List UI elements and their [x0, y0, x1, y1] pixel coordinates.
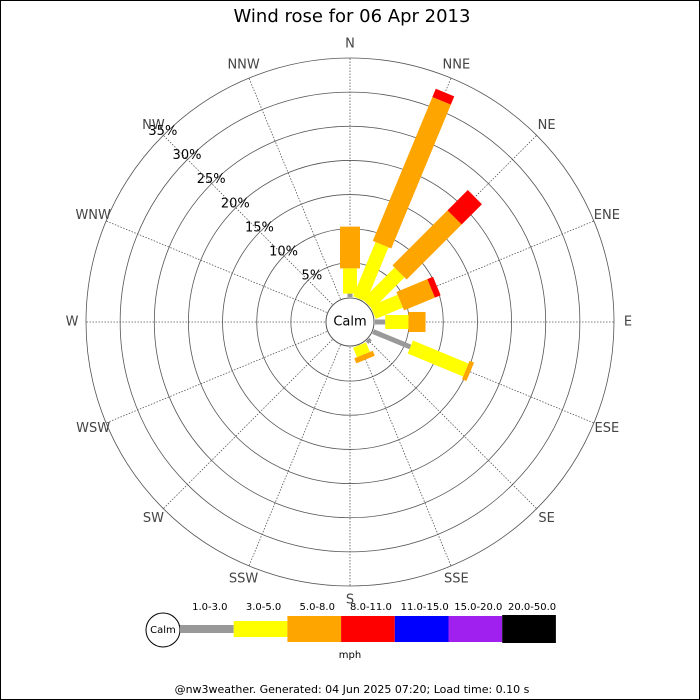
calm-label: Calm [333, 315, 366, 330]
rose-segment [372, 96, 451, 249]
direction-label: SSW [229, 571, 259, 586]
grid-ring [153, 125, 547, 519]
direction-label: WSW [76, 421, 110, 436]
rose-segment [407, 340, 469, 377]
spoke [105, 220, 328, 313]
footer: @nw3weather. Generated: 04 Jun 2025 07:2… [175, 683, 530, 696]
direction-label: E [624, 315, 632, 330]
spoke [163, 339, 333, 509]
legend-label: 1.0-3.0 [192, 602, 227, 613]
legend-swatch [502, 615, 556, 643]
direction-label: W [66, 315, 79, 330]
rose-segment [432, 88, 455, 105]
spoke [359, 344, 452, 567]
legend-swatch [233, 621, 288, 637]
direction-label: ENE [594, 208, 620, 223]
direction-label: SE [538, 511, 554, 526]
direction-label: NNE [443, 58, 471, 73]
rose-segment [462, 360, 475, 382]
rose-segment [392, 210, 462, 280]
chart-title: Wind rose for 06 Apr 2013 [234, 6, 471, 27]
spoke [105, 331, 328, 424]
rose-segment [365, 337, 372, 344]
legend-label: 5.0-8.0 [300, 602, 335, 613]
rose-segment [353, 241, 389, 302]
rose-segment [427, 276, 441, 298]
legend-swatch [341, 616, 395, 642]
legend-swatch [180, 625, 234, 633]
legend-unit: mph [339, 650, 361, 661]
direction-label: NNW [227, 58, 259, 73]
spoke [367, 339, 537, 509]
grid-ring [188, 160, 512, 484]
rose-segment [396, 279, 435, 311]
rose-segment [354, 350, 375, 364]
legend-label: 8.0-11.0 [350, 602, 392, 613]
r-tick-label: 25% [197, 172, 226, 187]
r-tick-label: 20% [221, 196, 250, 211]
legend-label: 11.0-15.0 [401, 602, 449, 613]
legend-swatch [448, 616, 503, 642]
r-tick-label: 35% [148, 124, 177, 139]
legend-label: 15.0-20.0 [454, 602, 502, 613]
calm-circle [325, 297, 375, 347]
legend-swatch [394, 616, 449, 642]
legend-calm-label: Calm [150, 625, 176, 636]
spoke [163, 135, 333, 305]
legend-label: 3.0-5.0 [246, 602, 281, 613]
rose-segment [370, 294, 403, 319]
r-tick-label: 5% [302, 269, 323, 284]
rose-segment [362, 267, 405, 310]
direction-label: NE [538, 118, 556, 133]
direction-label: SW [143, 511, 164, 526]
grid-ring [85, 57, 615, 587]
direction-label: N [345, 37, 355, 52]
legend-label: 20.0-50.0 [508, 602, 556, 613]
direction-label: WNW [75, 208, 111, 223]
rose-segment [372, 329, 412, 350]
spoke [248, 344, 341, 567]
legend-swatch [287, 616, 342, 642]
direction-label: ESE [594, 421, 619, 436]
direction-label: SSE [444, 571, 469, 586]
direction-label: NW [142, 118, 165, 133]
r-tick-label: 15% [245, 220, 274, 235]
rose-segment [353, 342, 370, 358]
r-tick-label: 30% [173, 148, 202, 163]
r-tick-label: 10% [269, 245, 298, 260]
spoke [248, 77, 341, 300]
direction-label: S [346, 593, 354, 608]
rose-segment [447, 190, 482, 225]
